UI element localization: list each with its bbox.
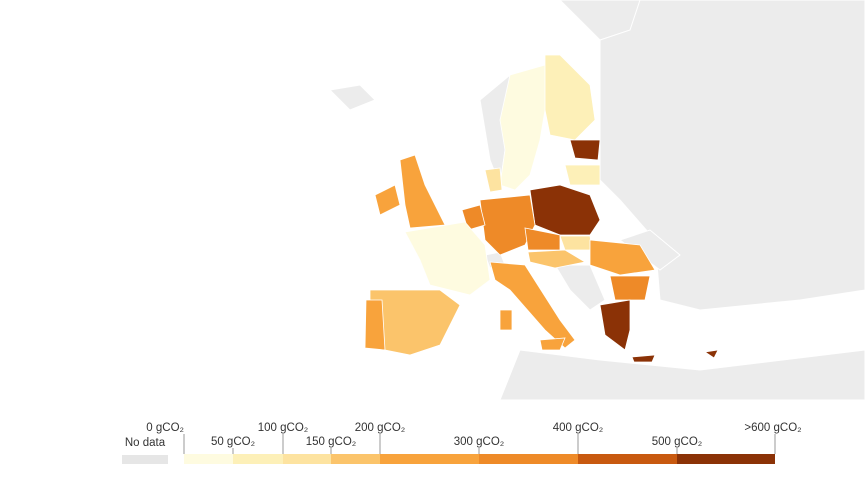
legend-swatch xyxy=(184,454,233,464)
legend-label: 50 gCO₂ xyxy=(211,436,255,448)
background-land xyxy=(328,0,865,401)
no-data-label: No data xyxy=(125,437,166,449)
legend-swatch xyxy=(283,454,331,464)
legend-swatch xyxy=(479,454,578,464)
legend-swatch xyxy=(677,454,775,464)
legend-label: 150 gCO₂ xyxy=(306,436,357,448)
legend-swatch xyxy=(331,454,380,464)
legend-label: >600 gCO₂ xyxy=(744,422,801,434)
legend-swatch xyxy=(578,454,677,464)
legend-label: 300 gCO₂ xyxy=(454,436,505,448)
legend-swatch xyxy=(380,454,479,464)
legend-label: 500 gCO₂ xyxy=(652,436,703,448)
legend-swatch xyxy=(233,454,283,464)
legend-label: 0 gCO₂ xyxy=(146,422,184,434)
countries xyxy=(364,54,719,363)
legend-label: 100 gCO₂ xyxy=(258,422,309,434)
legend-label: 200 gCO₂ xyxy=(355,422,406,434)
legend-label: 400 gCO₂ xyxy=(553,422,604,434)
no-data-swatch xyxy=(122,455,168,464)
